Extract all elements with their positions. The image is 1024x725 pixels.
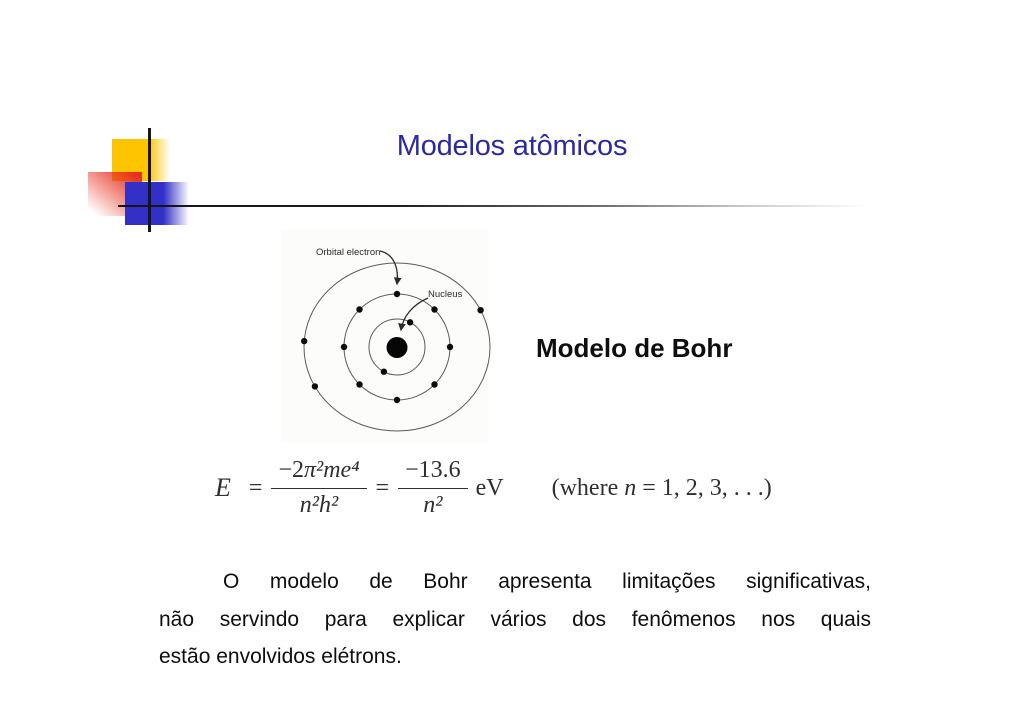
figure-caption: Modelo de Bohr xyxy=(536,333,733,363)
fraction-2-denominator: n² xyxy=(398,487,468,520)
equals-sign: = xyxy=(375,474,390,501)
equation-unit: eV xyxy=(475,474,504,501)
decoration-horizontal-rule xyxy=(118,204,900,207)
orbital-electron-label: Orbital electron xyxy=(316,247,380,258)
equals-sign: = xyxy=(248,474,263,501)
nucleus-arrow xyxy=(398,297,429,332)
decoration-blue-square xyxy=(125,182,189,225)
numerator-coefficient: −2 xyxy=(278,456,304,483)
electron-dot xyxy=(431,381,438,388)
where-open: (where xyxy=(551,474,625,501)
where-values: = 1, 2, 3, . . .) xyxy=(636,474,772,501)
figure-annotations: Orbital electron Nucleus xyxy=(316,247,463,332)
electron-dot xyxy=(380,368,388,375)
electron-dot xyxy=(340,343,348,351)
fraction-2: −13.6 n² xyxy=(398,457,468,519)
figure-scan-background xyxy=(281,229,489,443)
fraction-1-numerator: −2π²me⁴ xyxy=(271,457,366,488)
slide-title: Modelos atômicos xyxy=(396,130,628,162)
electron-dot xyxy=(311,383,319,390)
nucleus-dot xyxy=(386,337,408,358)
paragraph-line: O modelo de Bohr apresenta limitações si… xyxy=(223,570,871,593)
nucleus-label: Nucleus xyxy=(428,289,463,300)
where-clause: (where n = 1, 2, 3, . . .) xyxy=(552,475,772,502)
electron-dot xyxy=(431,306,438,313)
bohr-energy-equation: E = −2π²me⁴ n²h² = −13.6 n² eV (where n … xyxy=(215,452,772,524)
fraction-1: −2π²me⁴ n²h² xyxy=(271,457,367,520)
electron-dot xyxy=(446,343,454,351)
electron-dot xyxy=(393,290,401,298)
electron-dot xyxy=(477,307,484,314)
orbit-1 xyxy=(368,318,426,376)
fraction-1-denominator: n²h² xyxy=(271,487,367,520)
orbital-electron-arrow xyxy=(379,250,402,286)
where-variable: n xyxy=(624,474,637,501)
paragraph-line: estão envolvidos elétrons. xyxy=(159,645,402,668)
numerator-symbols: π²me⁴ xyxy=(303,456,360,483)
paragraph-line: não servindo para explicar vários dos fe… xyxy=(159,607,871,631)
bohr-figure-svg: Orbital electron Nucleus xyxy=(301,247,491,432)
orbit-3 xyxy=(303,262,491,432)
body-paragraph: O modelo de Bohr apresenta limitações si… xyxy=(159,563,871,676)
electron-dot xyxy=(393,396,401,404)
fraction-2-numerator: −13.6 xyxy=(405,456,461,483)
electron-dot xyxy=(356,381,363,388)
electron-dot xyxy=(356,306,363,313)
electron-dot xyxy=(406,319,414,326)
figure-dynamic-layer xyxy=(301,262,491,432)
electron-dot xyxy=(301,337,308,345)
decoration-vertical-line xyxy=(148,128,151,232)
equation-lhs: E xyxy=(215,473,231,502)
